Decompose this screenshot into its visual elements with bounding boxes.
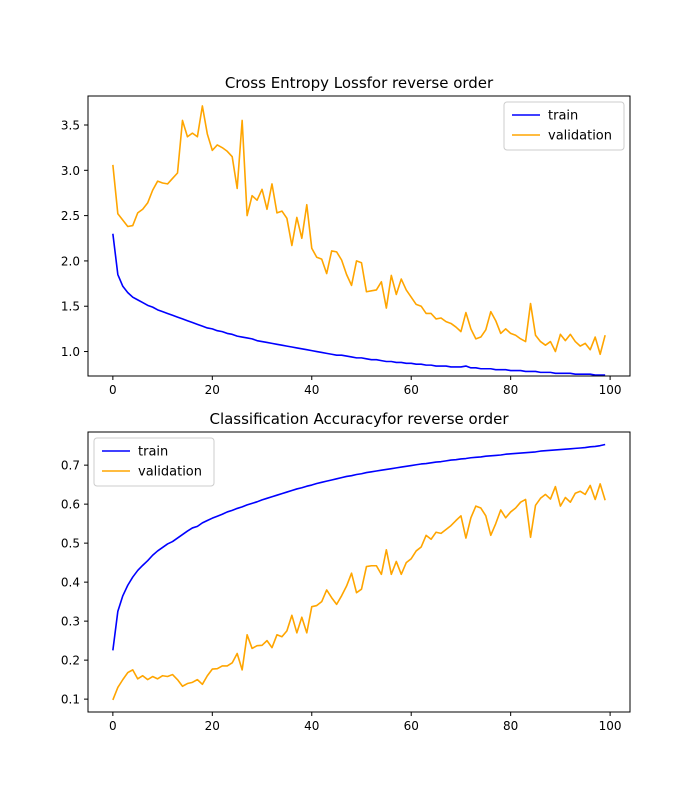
accuracy-axes-frame: [87, 431, 631, 713]
accuracy-series-line-train: [112, 443, 606, 651]
loss-x-tick-label: 60: [404, 383, 419, 397]
accuracy-title: Classification Accuracyfor reverse order: [209, 410, 509, 428]
loss-y-tick-label: 2.0: [61, 254, 80, 268]
loss-series-line-validation: [112, 105, 606, 356]
accuracy-x-tick-label: 20: [205, 719, 220, 733]
accuracy-y-tick-label: 0.6: [61, 498, 80, 512]
loss-y-tick-label: 3.0: [61, 164, 80, 178]
loss-x-tick-label: 80: [503, 383, 518, 397]
accuracy-legend-label-train: train: [138, 445, 168, 460]
loss-series-group: [112, 105, 606, 376]
loss-y-tick-label: 1.5: [61, 300, 80, 314]
loss-legend-label-validation: validation: [548, 129, 612, 144]
accuracy-x-tick-label: 0: [109, 719, 117, 733]
accuracy-x-tick-label: 40: [304, 719, 319, 733]
loss-x-tick-label: 100: [599, 383, 622, 397]
accuracy-x-tick-label: 60: [404, 719, 419, 733]
accuracy-chart: Classification Accuracyfor reverse order…: [61, 410, 631, 733]
accuracy-y-tick-label: 0.3: [61, 615, 80, 629]
loss-legend-label-train: train: [548, 109, 578, 124]
accuracy-series-group: [112, 443, 606, 701]
accuracy-y-tick-label: 0.4: [61, 576, 80, 590]
loss-series-line-train: [112, 233, 606, 376]
accuracy-legend-box: [93, 437, 215, 487]
loss-x-tick-label: 40: [304, 383, 319, 397]
loss-title: Cross Entropy Lossfor reverse order: [225, 74, 494, 92]
loss-legend-box: [503, 101, 625, 151]
accuracy-y-tick-label: 0.7: [61, 459, 80, 473]
loss-y-tick-label: 2.5: [61, 209, 80, 223]
loss-chart: Cross Entropy Lossfor reverse order 0 20 40…: [61, 74, 631, 397]
accuracy-legend: train validation: [93, 437, 215, 487]
loss-legend: train validation: [503, 101, 625, 151]
loss-axes-frame: [87, 95, 631, 377]
accuracy-x-tick-label: 100: [599, 719, 622, 733]
accuracy-series-line-validation: [112, 483, 606, 701]
accuracy-y-tick-label: 0.2: [61, 654, 80, 668]
loss-y-tick-label: 1.0: [61, 345, 80, 359]
accuracy-y-tick-label: 0.5: [61, 537, 80, 551]
accuracy-x-tick-label: 80: [503, 719, 518, 733]
accuracy-legend-label-validation: validation: [138, 465, 202, 480]
loss-x-tick-label: 20: [205, 383, 220, 397]
accuracy-y-tick-label: 0.1: [61, 693, 80, 707]
loss-x-tick-label: 0: [109, 383, 117, 397]
loss-y-tick-label: 3.5: [61, 118, 80, 132]
